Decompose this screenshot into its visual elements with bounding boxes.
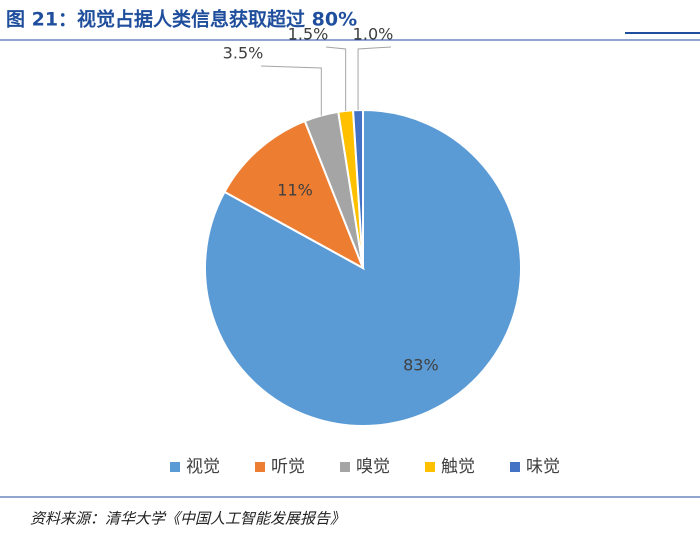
legend-label: 听觉: [271, 457, 305, 477]
legend-label: 味觉: [526, 457, 560, 477]
source-note: 资料来源：清华大学《中国人工智能发展报告》: [30, 510, 345, 528]
legend-label: 视觉: [186, 457, 220, 477]
pie-slice: [352, 108, 364, 269]
legend-label: 触觉: [441, 457, 475, 477]
leader-line: [357, 46, 392, 111]
data-label: 1.5%: [288, 25, 329, 44]
data-label: 3.5%: [223, 44, 264, 63]
data-label: 83%: [403, 355, 439, 374]
legend-swatch: [170, 462, 180, 472]
data-label: 1.0%: [353, 25, 394, 44]
leader-line: [260, 65, 322, 116]
legend-swatch: [425, 462, 435, 472]
chart-title: 图 21：视觉占据人类信息获取超过 80%: [6, 8, 357, 31]
leader-line: [325, 46, 347, 111]
legend-swatch: [255, 462, 265, 472]
legend-swatch: [340, 462, 350, 472]
legend-label: 嗅觉: [356, 457, 390, 477]
legend-swatch: [510, 462, 520, 472]
data-label: 11%: [277, 180, 313, 199]
pie-slice: [223, 119, 365, 271]
